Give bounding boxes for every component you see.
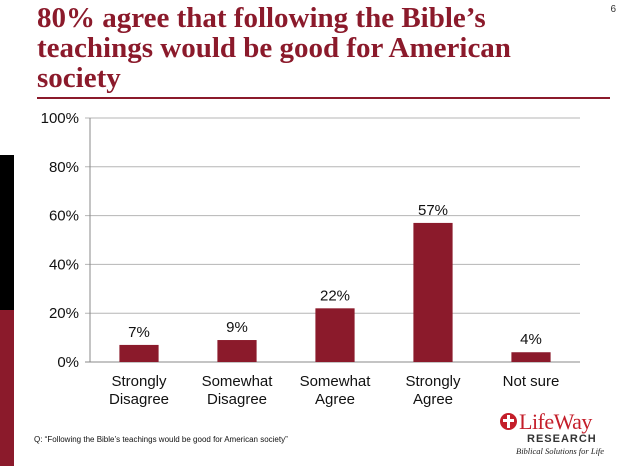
strip-red-segment [0, 310, 14, 466]
category-label: Somewhat [202, 373, 274, 390]
lifeway-cross-icon [500, 413, 517, 430]
category-label: Strongly [405, 373, 461, 390]
y-tick-label: 100% [41, 110, 79, 127]
data-label: 57% [418, 202, 448, 219]
bar [217, 340, 257, 362]
category-label: Somewhat [300, 373, 372, 390]
data-label: 4% [520, 331, 542, 348]
bar [413, 222, 453, 362]
data-label: 22% [320, 287, 350, 304]
strip-white-segment [0, 0, 14, 155]
category-label: Agree [315, 391, 355, 408]
title-underline [37, 97, 610, 99]
category-label: Agree [413, 391, 453, 408]
y-tick-label: 60% [49, 208, 79, 225]
y-tick-label: 0% [57, 354, 79, 371]
category-label: Disagree [207, 391, 267, 408]
bar [119, 344, 159, 362]
y-tick-label: 40% [49, 256, 79, 273]
bar [315, 308, 355, 362]
data-label: 7% [128, 324, 150, 341]
survey-question-footnote: Q: “Following the Bible’s teachings woul… [34, 435, 288, 444]
data-label: 9% [226, 319, 248, 336]
bar [511, 352, 551, 362]
slide-title: 80% agree that following the Bible’s tea… [37, 2, 511, 94]
page-number: 6 [610, 4, 616, 15]
category-label: Not sure [503, 373, 560, 390]
lifeway-research-logo: LifeWay RESEARCH Biblical Solutions for … [500, 409, 615, 462]
bar-chart: 0%20%40%60%80%100%7%StronglyDisagree9%So… [41, 110, 580, 408]
strip-black-segment [0, 155, 14, 310]
y-tick-label: 80% [49, 159, 79, 176]
category-label: Strongly [111, 373, 167, 390]
logo-tagline: Biblical Solutions for Life [516, 446, 605, 456]
left-color-strip [0, 0, 14, 466]
y-tick-label: 20% [49, 305, 79, 322]
category-label: Disagree [109, 391, 169, 408]
logo-name: LifeWay [519, 409, 592, 434]
logo-subtitle: RESEARCH [527, 433, 597, 445]
